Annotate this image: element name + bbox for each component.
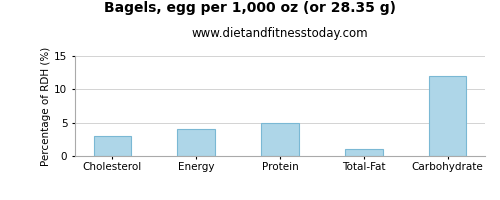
Bar [94,136,132,156]
Text: Bagels, egg per 1,000 oz (or 28.35 g): Bagels, egg per 1,000 oz (or 28.35 g) [104,1,396,15]
Bar [428,76,467,156]
Title: www.dietandfitnesstoday.com: www.dietandfitnesstoday.com [192,27,368,40]
Bar [261,123,299,156]
Bar [345,149,383,156]
Y-axis label: Percentage of RDH (%): Percentage of RDH (%) [42,46,51,166]
Bar [178,129,215,156]
